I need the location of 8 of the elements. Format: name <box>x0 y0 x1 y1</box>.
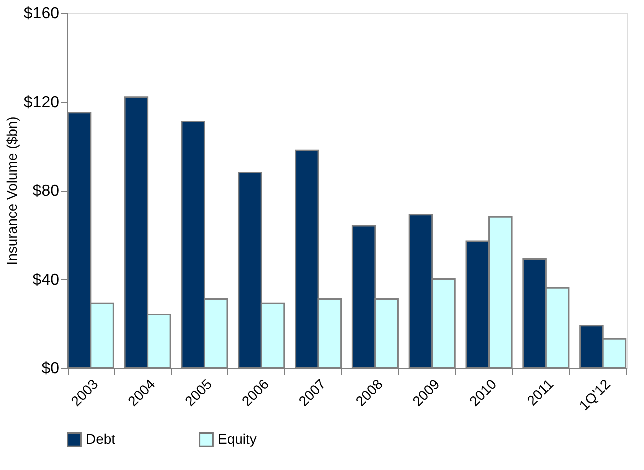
y-axis-title: Insurance Volume ($bn) <box>4 116 20 266</box>
y-tick-label: $160 <box>24 6 60 22</box>
y-tick-label: $40 <box>32 272 60 289</box>
legend-label: Debt <box>86 430 116 447</box>
y-tick-label: $120 <box>24 94 60 112</box>
y-tick-label: $0 <box>42 360 60 378</box>
y-tick-label: $80 <box>32 183 60 200</box>
legend-label: Equity <box>218 430 257 447</box>
